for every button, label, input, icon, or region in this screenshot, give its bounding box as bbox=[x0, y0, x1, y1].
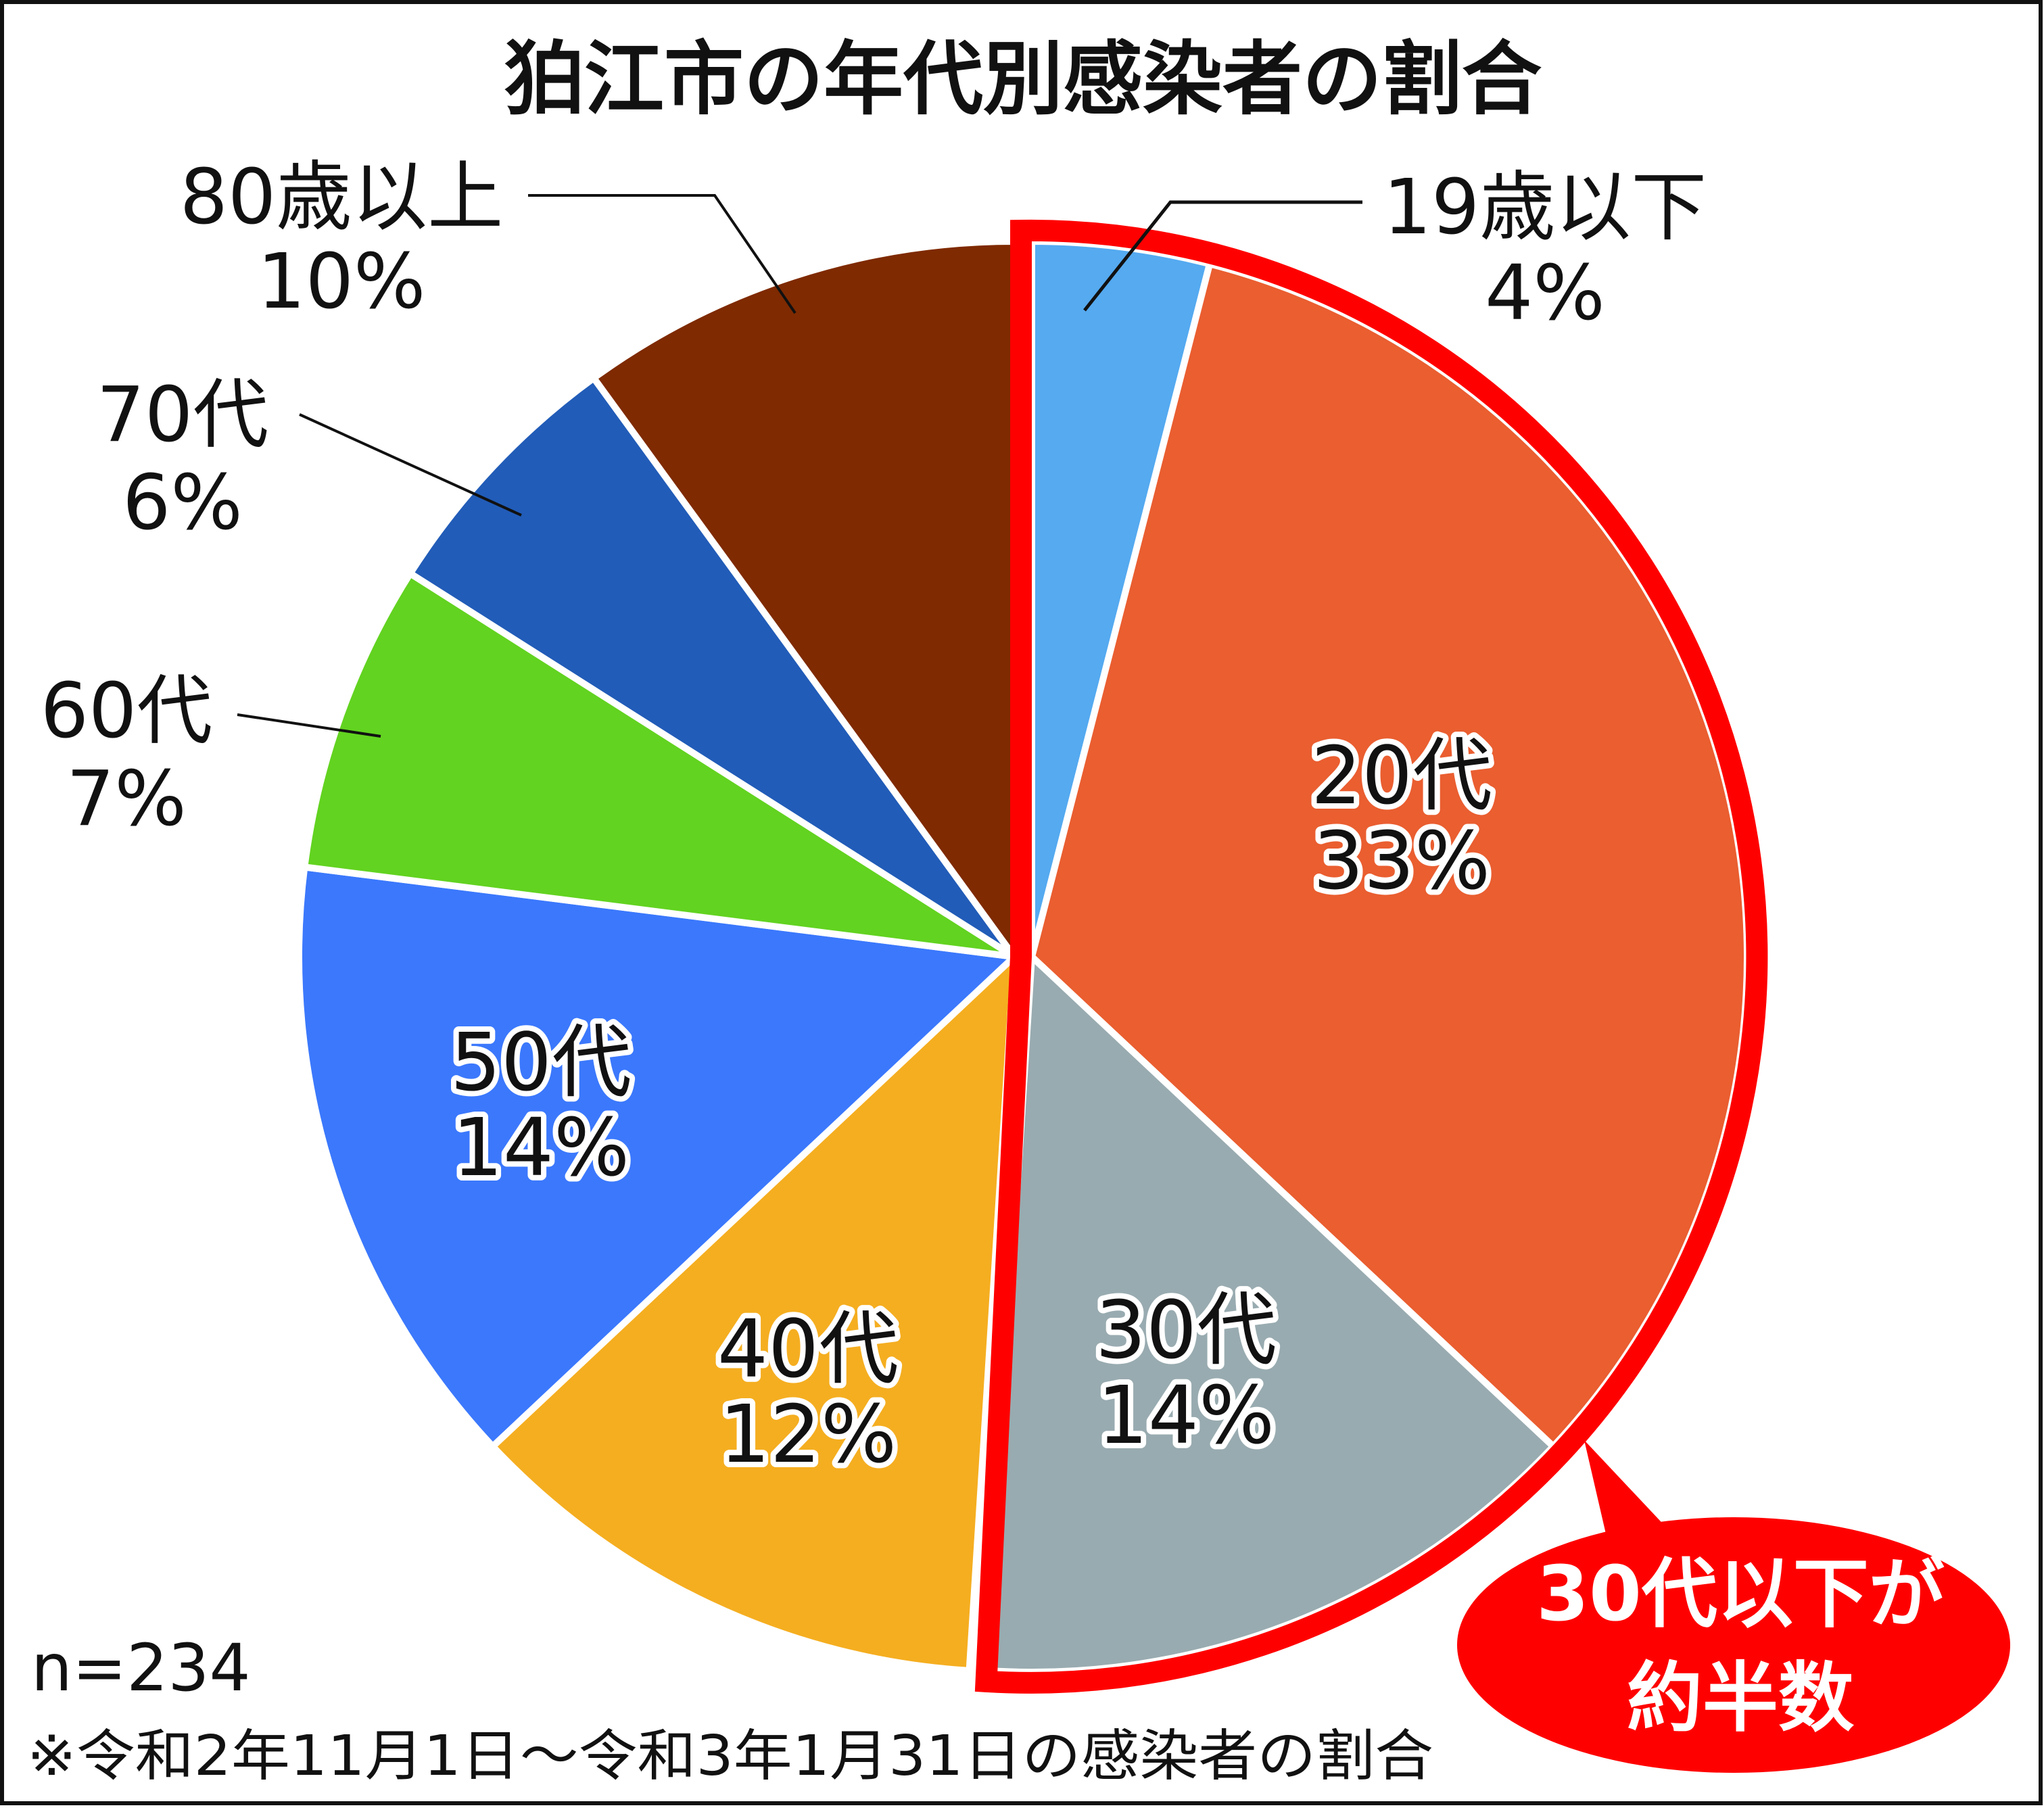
leader-line-19 bbox=[1083, 200, 1362, 312]
leader-line-60 bbox=[237, 713, 381, 738]
label-19: 19歳以下 bbox=[1383, 164, 1707, 252]
pct-60: 7% bbox=[66, 755, 187, 843]
label-50: 50代 bbox=[450, 1016, 632, 1109]
callout-line-1: 30代以下が bbox=[1536, 1550, 1945, 1638]
pct-50: 14% bbox=[452, 1101, 629, 1194]
pct-70: 6% bbox=[122, 459, 243, 547]
label-20: 20代 bbox=[1311, 729, 1492, 822]
callout-line-2: 約半数 bbox=[1627, 1654, 1854, 1742]
pct-20: 33% bbox=[1313, 814, 1490, 907]
pie-slice-70代 bbox=[406, 375, 1018, 960]
pie-slice-60代 bbox=[301, 570, 1018, 960]
label-70: 70代 bbox=[97, 371, 269, 459]
leader-line-80 bbox=[528, 194, 797, 314]
leader-line-70 bbox=[299, 413, 522, 517]
label-40: 40代 bbox=[717, 1302, 899, 1396]
pie-slice-50代 bbox=[295, 863, 1018, 1450]
pie-slice-40代 bbox=[489, 953, 1018, 1674]
sample-size: n=234 bbox=[31, 1630, 251, 1706]
label-60: 60代 bbox=[41, 667, 213, 755]
label-80: 80歳以上 bbox=[180, 153, 504, 241]
highlight-outline bbox=[974, 219, 1768, 1694]
pct-80: 10% bbox=[258, 238, 426, 326]
pct-40: 12% bbox=[719, 1387, 897, 1481]
footnote: ※令和2年11月1日～令和3年1月31日の感染者の割合 bbox=[27, 1724, 1433, 1788]
chart-title: 狛江市の年代別感染者の割合 bbox=[504, 32, 1542, 126]
pie-slice-80歳以上 bbox=[590, 238, 1018, 960]
pct-19: 4% bbox=[1485, 249, 1605, 337]
pct-30: 14% bbox=[1097, 1368, 1275, 1462]
label-30: 30代 bbox=[1095, 1283, 1277, 1377]
callout-bubble: 30代以下が 約半数 bbox=[1457, 1440, 2010, 1773]
